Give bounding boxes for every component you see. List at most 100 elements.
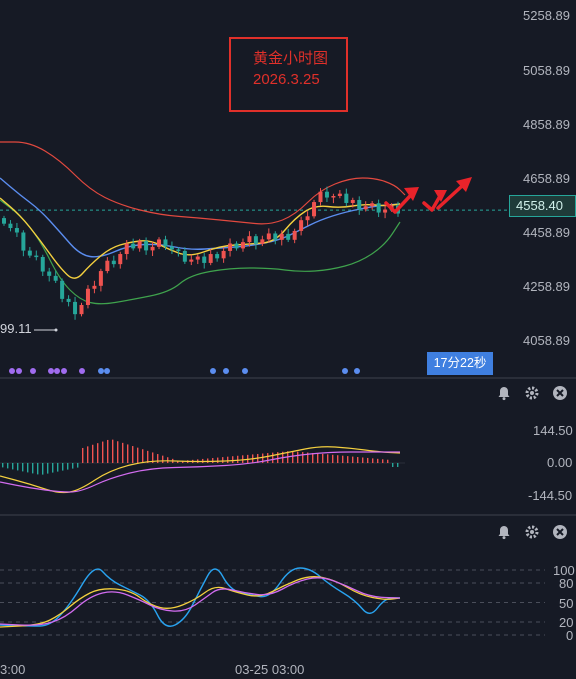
last-price-tag: 4558.40 [509, 195, 576, 217]
annotation-date: 2026.3.25 [253, 71, 320, 88]
candle-body [47, 271, 52, 276]
close-icon[interactable] [552, 524, 568, 540]
candle-body [105, 260, 110, 272]
macd-histogram-bar [47, 463, 49, 474]
forecast-arrow-head [434, 190, 447, 202]
event-dot [242, 368, 248, 374]
macd-histogram-bar [17, 463, 19, 471]
candle-body [344, 193, 349, 203]
candle-body [292, 230, 297, 240]
forecast-arrow [384, 194, 412, 214]
price-tick: 4258.89 [523, 279, 570, 294]
candle-body [2, 218, 6, 224]
bell-icon[interactable] [496, 524, 512, 540]
candle-body [111, 260, 116, 265]
event-dot [48, 368, 54, 374]
candle-body [98, 271, 103, 286]
event-dot [16, 368, 22, 374]
event-dot [104, 368, 110, 374]
macd-histogram-bar [62, 463, 64, 471]
candle-body [208, 254, 213, 263]
candle-body [92, 285, 97, 289]
macd-histogram-bar [232, 456, 234, 463]
macd-histogram-bar [222, 457, 224, 463]
candle-body [150, 246, 155, 251]
kdj-tick: 0 [566, 628, 574, 643]
gear-icon[interactable] [524, 524, 540, 540]
ma-slow-line [0, 177, 401, 258]
candle-body [279, 233, 284, 240]
candle-body [34, 255, 39, 258]
event-dot [98, 368, 104, 374]
macd-histogram-bar [27, 463, 29, 473]
candle-body [8, 223, 13, 229]
macd-histogram-bar [392, 463, 394, 467]
macd-histogram-bar [212, 458, 214, 463]
candle-body [318, 191, 323, 203]
macd-histogram-bar [352, 456, 354, 463]
price-tick: 4458.89 [523, 225, 570, 240]
candle-body [266, 233, 271, 240]
candle-body [247, 236, 252, 243]
macd-histogram-bar [382, 459, 384, 463]
macd-histogram-bar [262, 453, 264, 463]
candle-body [53, 275, 58, 281]
event-dot [30, 368, 36, 374]
low-marker-dot [54, 328, 58, 332]
candle-body [357, 199, 362, 210]
macd-dea-line [0, 451, 400, 493]
macd-histogram-bar [167, 457, 169, 463]
close-icon[interactable] [552, 385, 568, 401]
bell-icon[interactable] [496, 385, 512, 401]
macd-histogram-bar [37, 463, 39, 475]
macd-histogram-bar [332, 454, 334, 463]
candle-body [299, 220, 304, 231]
candle-body [215, 254, 220, 259]
macd-histogram-bar [82, 447, 84, 463]
macd-histogram-bar [7, 463, 9, 469]
event-dot [9, 368, 15, 374]
macd-histogram-bar [147, 450, 149, 463]
macd-histogram-bar [267, 453, 269, 463]
price-tick: 4658.89 [523, 171, 570, 186]
candle-body [312, 202, 317, 217]
macd-histogram-bar [277, 452, 279, 463]
macd-histogram-bar [52, 463, 54, 473]
candle-body [118, 254, 123, 265]
macd-histogram-bar [337, 455, 339, 463]
macd-histogram-bar [2, 463, 4, 468]
macd-histogram-bar [107, 439, 109, 463]
candle-body [176, 249, 181, 251]
candle-body [253, 236, 258, 244]
macd-histogram-bar [137, 447, 139, 463]
macd-histogram-bar [72, 463, 74, 469]
macd-histogram-bar [12, 463, 14, 470]
candle-body [27, 250, 32, 256]
macd-histogram-bar [32, 463, 34, 474]
macd-histogram-bar [117, 441, 119, 463]
macd-histogram-bar [297, 451, 299, 463]
candle-body [228, 243, 233, 251]
candle-body [163, 239, 168, 247]
macd-histogram-bar [242, 455, 244, 463]
gear-icon[interactable] [524, 385, 540, 401]
candle-body [60, 280, 65, 299]
forecast-arrow-head [456, 177, 472, 192]
candle-body [195, 256, 200, 260]
macd-histogram-bar [347, 456, 349, 463]
candle-body [383, 209, 388, 213]
candle-body [182, 250, 187, 262]
kdj-d-line [0, 576, 401, 628]
macd-pane-toolbar [496, 385, 568, 401]
candle-body [73, 301, 78, 315]
candle-body [157, 239, 162, 247]
candle-body [331, 195, 336, 198]
macd-histogram-bar [162, 455, 164, 463]
macd-histogram-bar [327, 454, 329, 463]
macd-histogram-bar [357, 457, 359, 463]
event-dot [54, 368, 60, 374]
event-dot [79, 368, 85, 374]
macd-histogram-bar [92, 444, 94, 463]
kdj-tick: 50 [559, 596, 574, 611]
